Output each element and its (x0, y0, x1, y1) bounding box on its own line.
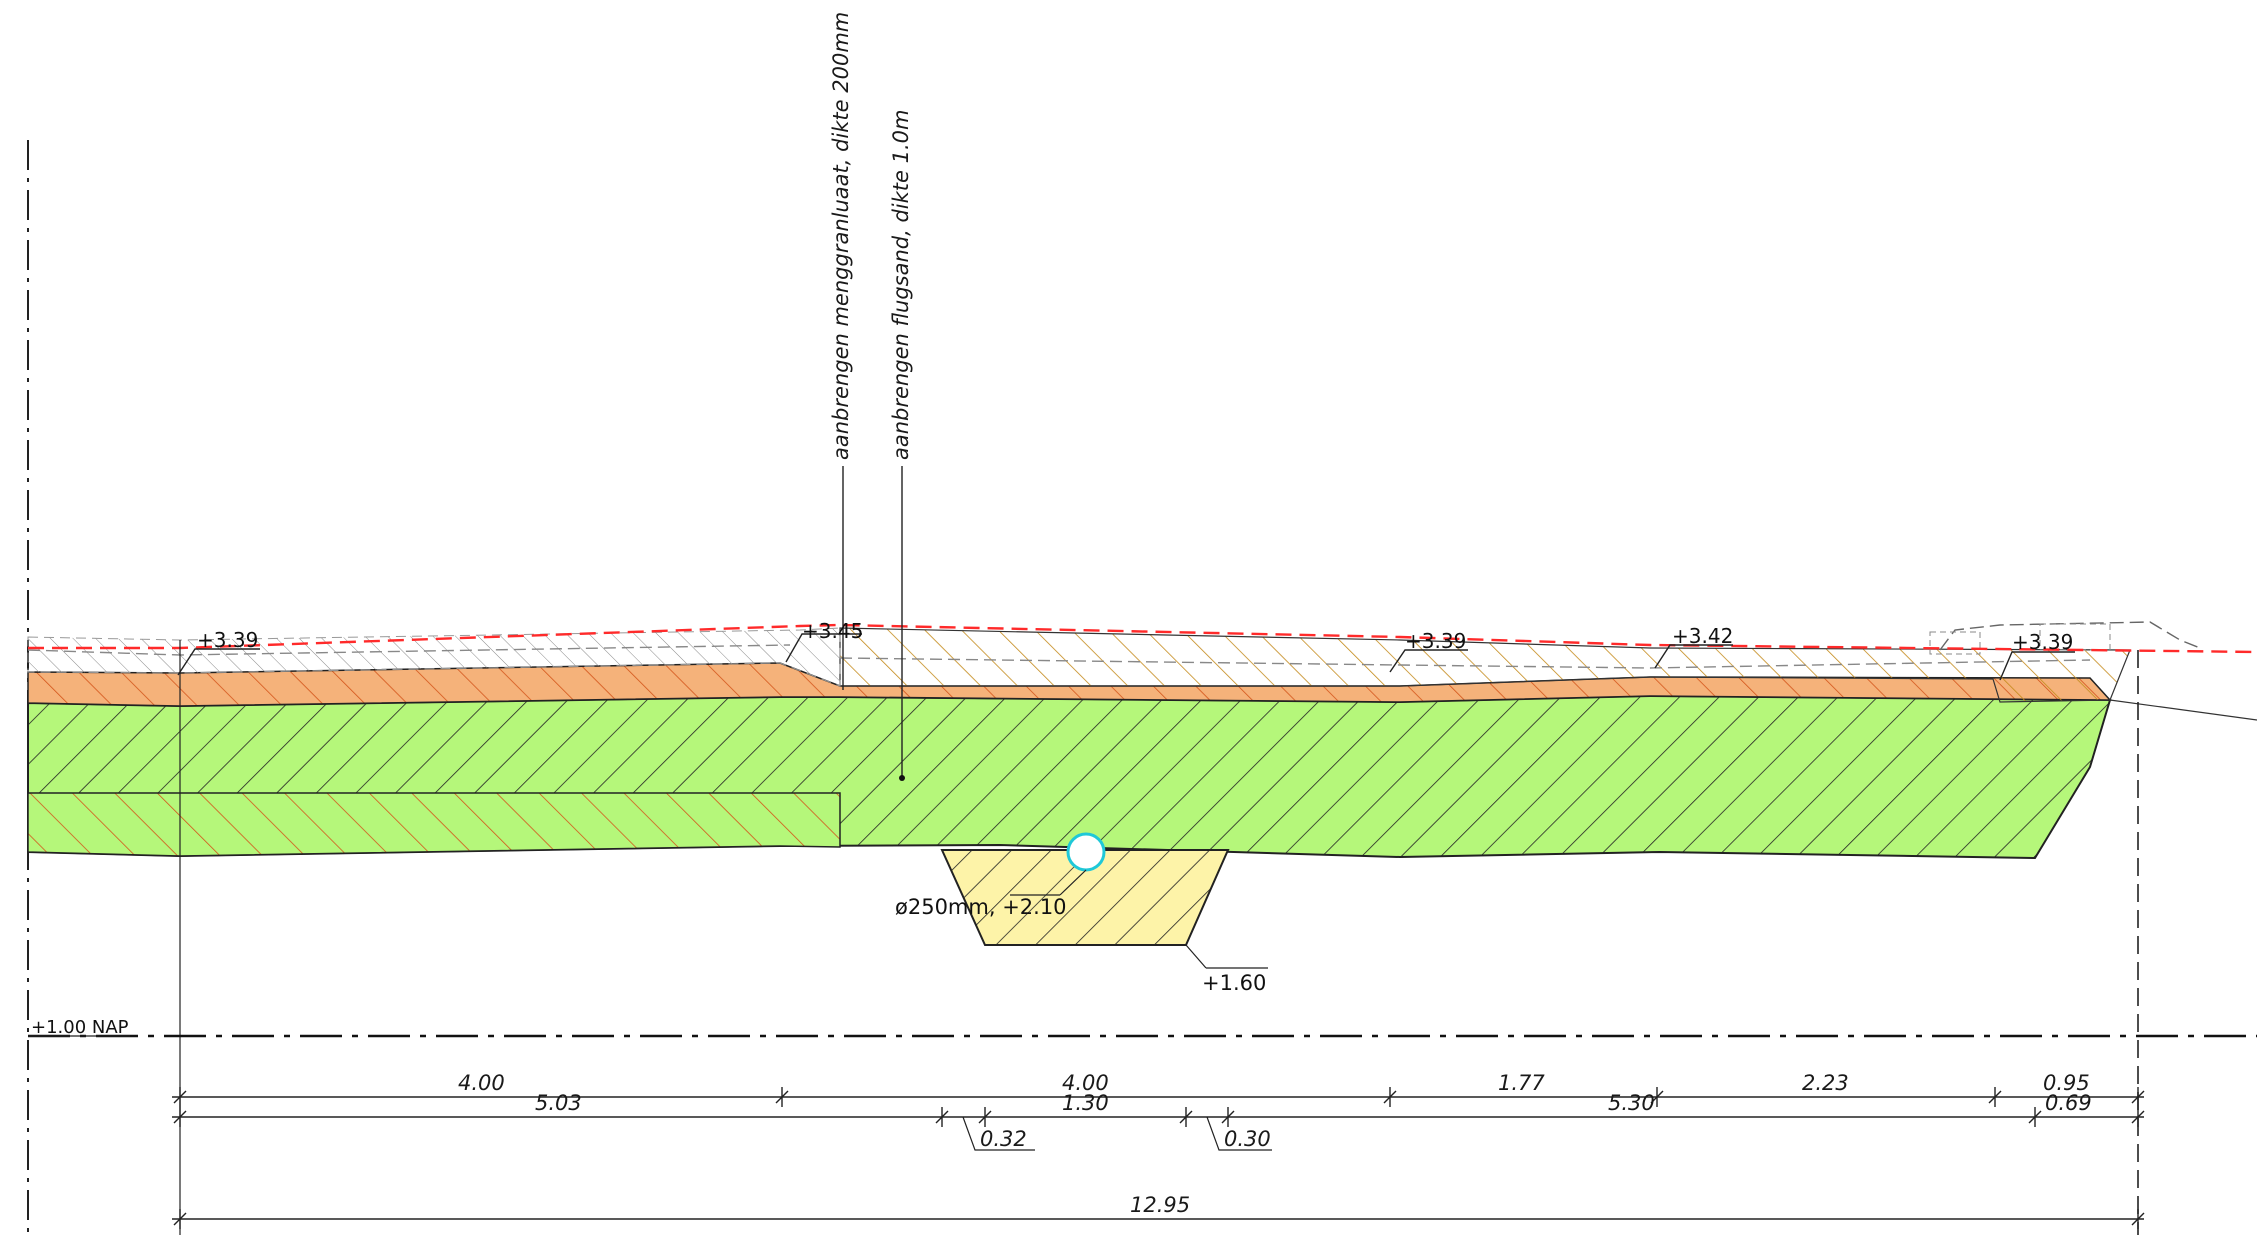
existing-surface (27, 627, 841, 687)
dimension-row-1: 4.00 4.00 1.77 2.23 0.95 (172, 1071, 2145, 1107)
svg-text:2.23: 2.23 (1802, 1071, 1849, 1095)
dimension-total: 12.95 (172, 1193, 2145, 1229)
svg-text:+3.39: +3.39 (197, 628, 258, 652)
svg-text:4.00: 4.00 (458, 1071, 505, 1095)
level-marker-left: +3.39 (177, 628, 260, 676)
level-marker-right: +3.39 (1999, 630, 2075, 681)
svg-text:12.95: 12.95 (1130, 1193, 1190, 1217)
level-marker-right-mid: +3.42 (1654, 624, 1733, 669)
drain-pipe (1066, 832, 1106, 872)
pipe-label: ø250mm, +2.10 (895, 895, 1067, 919)
svg-text:0.30: 0.30 (1224, 1127, 1271, 1151)
svg-text:+1.60: +1.60 (1202, 971, 1266, 995)
svg-text:+3.45: +3.45 (802, 619, 863, 643)
svg-text:5.03: 5.03 (535, 1091, 582, 1115)
svg-text:0.95: 0.95 (2043, 1071, 2090, 1095)
svg-text:1.30: 1.30 (1062, 1091, 1109, 1115)
svg-text:4.00: 4.00 (1062, 1071, 1109, 1095)
level-marker-mid: +3.39 (1389, 629, 1468, 673)
svg-text:+3.39: +3.39 (1405, 629, 1466, 653)
nap-level-label: +1.00 NAP (28, 1017, 130, 1038)
svg-text:0.69: 0.69 (2045, 1091, 2092, 1115)
dimension-row-2: 5.03 0.32 1.30 0.30 5.30 0.69 (172, 1091, 2145, 1151)
level-marker-crown: +3.45 (785, 619, 863, 663)
svg-text:+3.39: +3.39 (2012, 630, 2073, 654)
new-surface-layer (839, 627, 2131, 703)
annotation-top-layer: aanbrengen menggranluaat, dikte 200mm (829, 12, 853, 460)
svg-text:+1.00 NAP: +1.00 NAP (31, 1017, 129, 1038)
svg-text:5.30: 5.30 (1608, 1091, 1655, 1115)
svg-text:+3.42: +3.42 (1672, 624, 1733, 648)
svg-text:1.77: 1.77 (1498, 1071, 1545, 1095)
annotation-sand-layer: aanbrengen flugsand, dikte 1.0m (889, 110, 913, 461)
svg-text:0.32: 0.32 (980, 1127, 1027, 1151)
level-marker-trench-bottom: +1.60 (1202, 967, 1268, 995)
